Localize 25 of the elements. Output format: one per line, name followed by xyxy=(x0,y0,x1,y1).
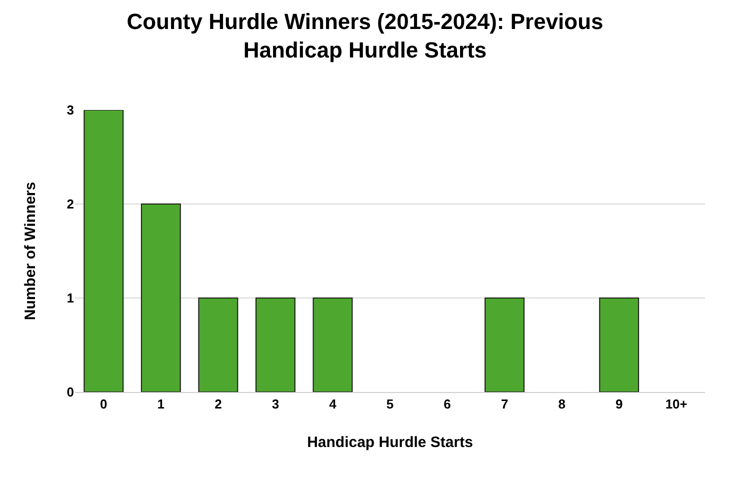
x-tick-label: 6 xyxy=(444,396,451,412)
x-axis-title: Handicap Hurdle Starts xyxy=(307,434,473,451)
bar xyxy=(198,298,238,392)
x-tick-label: 10+ xyxy=(665,396,688,412)
x-tick-label: 9 xyxy=(615,396,623,412)
bar xyxy=(255,298,296,392)
x-tick-label: 4 xyxy=(329,396,338,412)
y-tick-label: 1 xyxy=(66,290,74,306)
y-axis-title: Number of Winners xyxy=(22,182,39,320)
x-tick-label: 3 xyxy=(272,396,280,412)
x-tick-label: 5 xyxy=(386,396,394,412)
x-tick-label: 0 xyxy=(100,396,108,412)
x-tick-label: 2 xyxy=(214,396,222,412)
y-tick-label: 2 xyxy=(66,196,74,212)
x-tick-label: 7 xyxy=(500,396,508,412)
y-tick-label: 3 xyxy=(66,102,74,118)
bar xyxy=(312,298,353,392)
x-tick-label: 1 xyxy=(157,396,165,412)
chart-title: County Hurdle Winners (2015-2024): Previous Handicap Hurdle Starts xyxy=(126,8,604,62)
y-tick-label: 0 xyxy=(66,384,74,400)
bar xyxy=(484,298,525,392)
x-tick-label: 8 xyxy=(558,396,566,412)
bar xyxy=(599,298,640,392)
bar xyxy=(84,110,124,392)
bar xyxy=(140,204,181,392)
